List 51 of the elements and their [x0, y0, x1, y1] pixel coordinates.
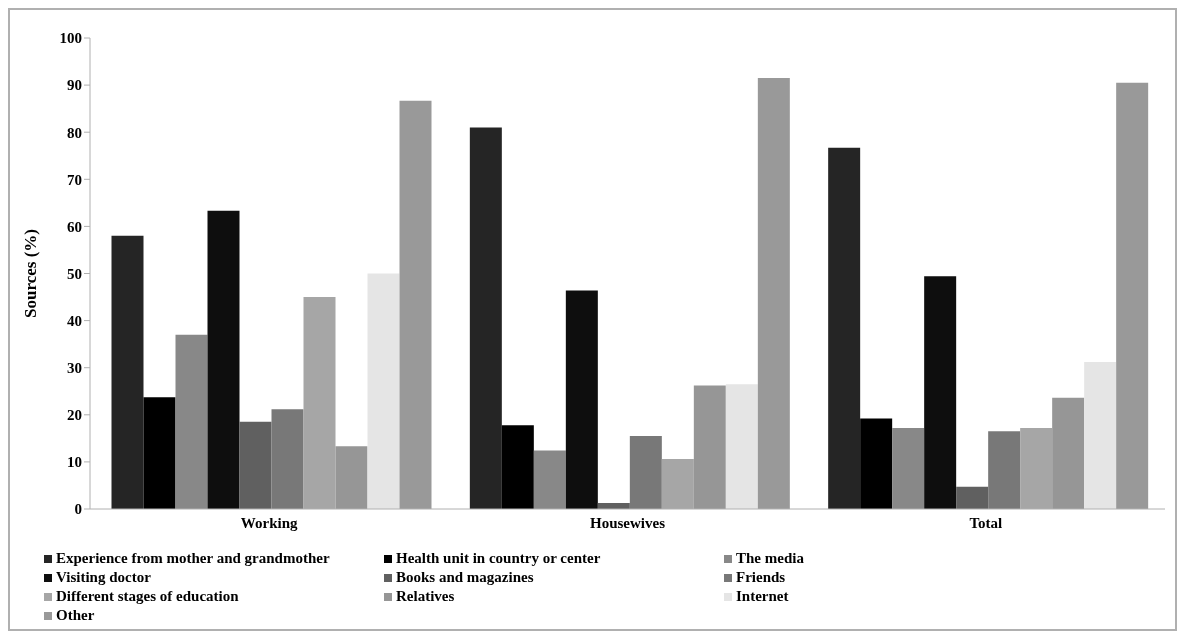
legend-label: Visiting doctor [56, 568, 151, 587]
bar [828, 147, 861, 509]
bar [757, 78, 790, 509]
y-tick-label: 60 [67, 218, 82, 235]
bar [956, 486, 989, 509]
legend-label: Experience from mother and grandmother [56, 549, 330, 568]
bar [175, 334, 208, 509]
legend-label: Different stages of education [56, 587, 239, 606]
y-tick-label: 100 [59, 30, 82, 47]
bar [335, 446, 368, 509]
x-tick-label: Total [969, 514, 1003, 531]
bar [988, 431, 1021, 509]
bar [565, 290, 598, 509]
bar [725, 384, 758, 509]
bar [367, 273, 400, 509]
bar [924, 276, 957, 509]
bar [1116, 82, 1149, 509]
y-axis-title: Sources (%) [21, 229, 41, 318]
bar [629, 436, 662, 509]
y-tick-label: 50 [67, 265, 82, 282]
y-tick-label: 30 [67, 360, 82, 377]
bar [271, 409, 304, 509]
bar [111, 235, 144, 509]
legend-label: Internet [736, 587, 789, 606]
bar [693, 385, 726, 509]
legend-label: The media [736, 549, 804, 568]
y-tick-label: 90 [67, 77, 82, 94]
bar [207, 210, 240, 509]
x-tick-label: Working [240, 514, 299, 531]
bar [469, 127, 502, 509]
bar [239, 421, 272, 509]
bar [860, 418, 893, 509]
legend-label: Other [56, 606, 95, 625]
legend-label: Friends [736, 568, 786, 587]
legend-label: Books and magazines [396, 568, 534, 587]
y-tick-label: 70 [67, 171, 82, 188]
y-tick-label: 40 [67, 312, 82, 329]
y-tick-label: 20 [67, 407, 82, 424]
legend-label: Health unit in country or center [396, 549, 601, 568]
bar [399, 100, 432, 509]
bar [1084, 362, 1117, 509]
y-tick-label: 10 [67, 454, 82, 471]
bar [892, 427, 925, 509]
y-tick-label: 80 [67, 124, 82, 141]
bar [533, 450, 566, 509]
bar [1052, 397, 1085, 509]
legend-label: Relatives [396, 587, 455, 606]
x-tick-label: Housewives [590, 514, 666, 531]
bar [501, 425, 534, 509]
y-tick-label: 0 [74, 501, 82, 518]
bar [143, 397, 176, 509]
